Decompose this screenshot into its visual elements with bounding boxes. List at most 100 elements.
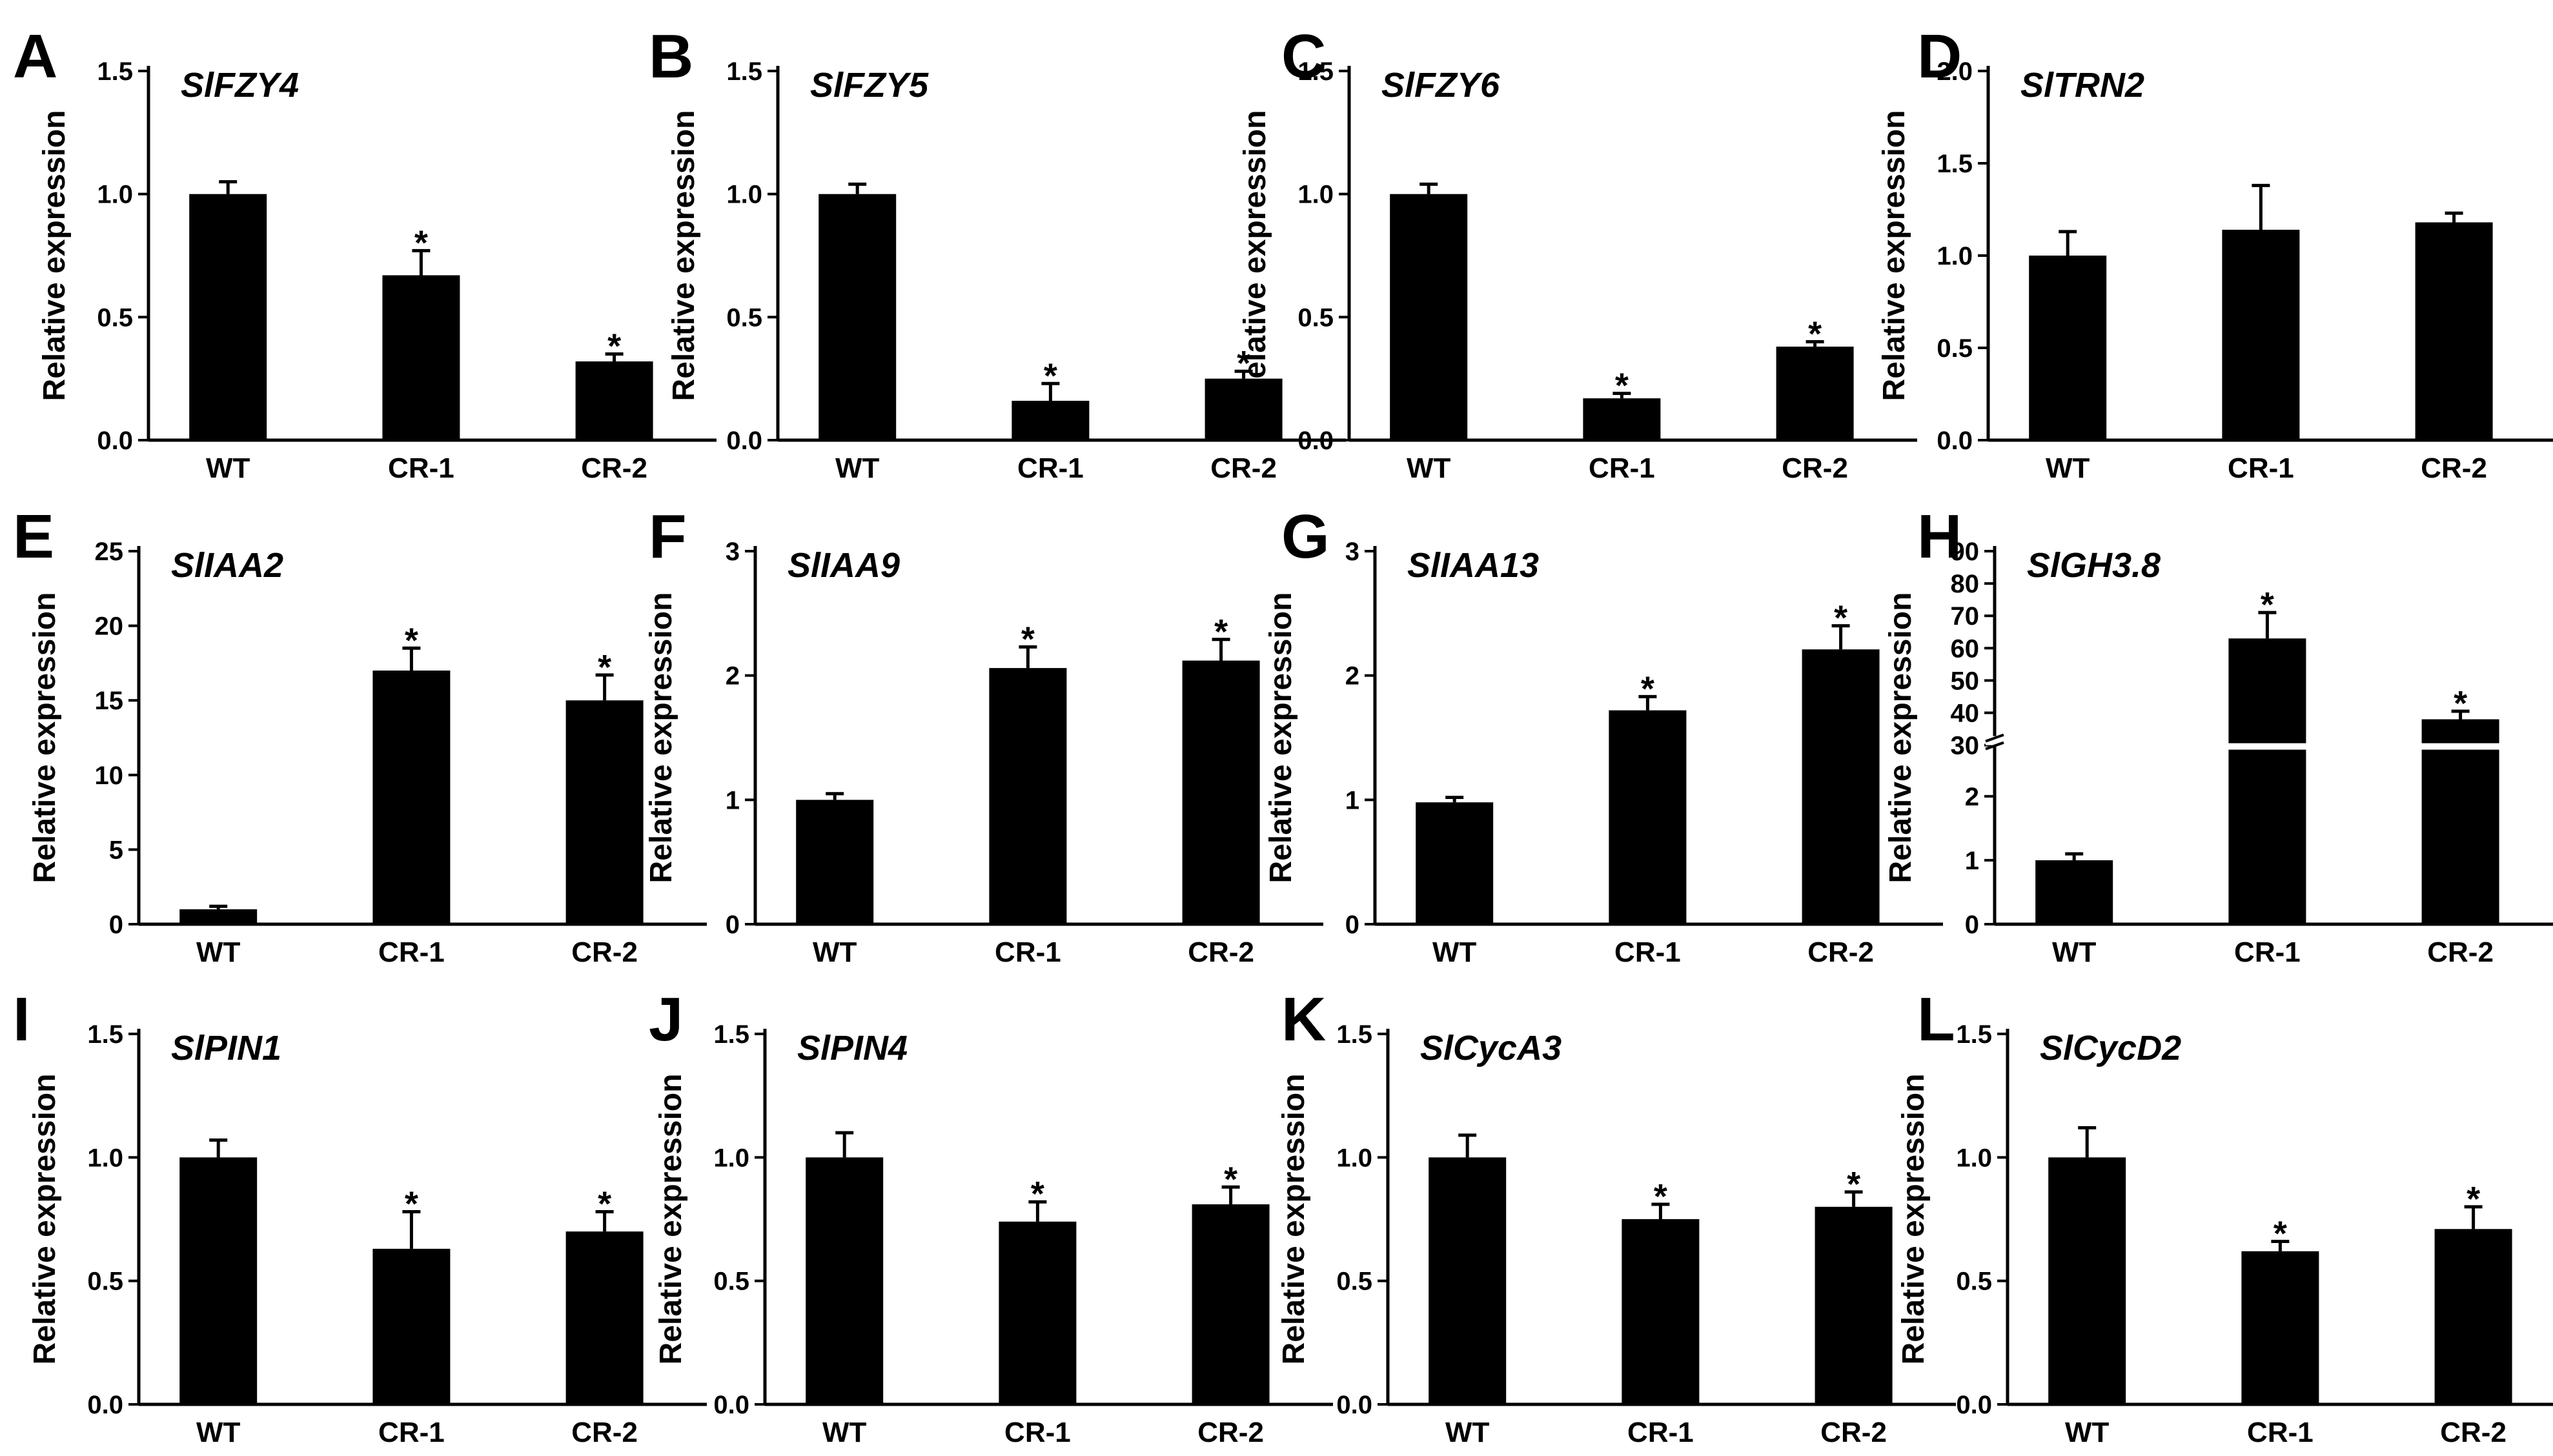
bar-cr-2 [2434, 1229, 2512, 1404]
x-tick-label: CR-1 [2234, 936, 2301, 968]
panel-letter: C [1281, 22, 1326, 91]
gene-title: SlPIN4 [797, 1029, 908, 1067]
panel-letter: E [13, 502, 54, 571]
panel-j: J SlPIN4 Relative expression 0.0 0.5 1.0 1.5 WT… [649, 985, 1333, 1448]
significance-star: * [2454, 684, 2467, 723]
bar-wt [1429, 1157, 1507, 1404]
panel-d: D SlTRN2 Relative expression 0.0 0.5 1.0 1.5 2.… [1877, 22, 2553, 484]
y-tick-label: 0 [109, 911, 123, 939]
y-tick-label: 1 [1345, 786, 1359, 814]
y-tick-label: 25 [95, 538, 124, 566]
bar-cr-2 [2421, 719, 2499, 924]
y-axis-label: Relative expression [28, 592, 62, 884]
significance-star: * [1214, 612, 1228, 651]
y-tick-label: 90 [1951, 538, 1980, 566]
significance-star: * [1834, 599, 1847, 638]
y-tick-label: 1.5 [726, 57, 762, 86]
panel-letter: K [1281, 985, 1326, 1054]
x-tick-label: WT [206, 452, 250, 484]
y-tick-label: 2.0 [1937, 57, 1973, 86]
y-tick-label: 0.5 [97, 303, 133, 332]
bar-cr-1 [2241, 1251, 2319, 1404]
x-tick-label: CR-1 [1017, 452, 1084, 484]
significance-star: * [1847, 1165, 1860, 1204]
significance-star: * [607, 327, 621, 366]
y-tick-label: 1.0 [1937, 242, 1973, 270]
significance-star: * [1615, 367, 1629, 405]
y-axis-label: Relative expression [28, 1074, 62, 1365]
y-tick-label: 0.5 [1937, 334, 1973, 363]
y-tick-label: 1.0 [97, 181, 133, 209]
y-tick-label: 0 [1965, 911, 1979, 939]
x-tick-label: WT [813, 936, 857, 968]
bar-cr-1 [1012, 400, 1090, 440]
bar-cr-2 [2415, 222, 2493, 440]
x-tick-label: CR-1 [378, 936, 445, 968]
bar-cr-2 [1182, 660, 1260, 924]
y-tick-label: 3 [1345, 538, 1359, 566]
bar-wt [806, 1157, 884, 1404]
y-tick-label: 1.5 [97, 57, 133, 86]
y-tick-label: 1.0 [1336, 1144, 1372, 1172]
significance-star: * [1654, 1177, 1667, 1216]
significance-star: * [1808, 314, 1822, 353]
bar-cr-2 [565, 1231, 644, 1404]
x-tick-label: CR-2 [1807, 936, 1874, 968]
y-tick-label: 1.0 [1956, 1144, 1992, 1172]
y-tick-label: 10 [95, 762, 124, 790]
significance-star: * [1641, 669, 1654, 708]
significance-star: * [2467, 1180, 2480, 1218]
y-axis-label: Relative expression [1277, 1074, 1311, 1365]
gene-title: SlPIN1 [171, 1029, 281, 1067]
y-tick-label: 1.0 [87, 1144, 123, 1172]
y-tick-label: 0.0 [1297, 427, 1334, 455]
y-tick-label: 1.0 [726, 181, 762, 209]
significance-star: * [598, 648, 611, 687]
y-axis-label: Relative expression [1264, 592, 1298, 884]
bar-break-line [2420, 743, 2501, 750]
panel-letter: B [649, 22, 693, 91]
y-tick-label: 0.5 [1336, 1268, 1372, 1296]
panel-letter: J [649, 985, 683, 1054]
x-tick-label: CR-1 [388, 452, 454, 484]
bar-cr-1 [1609, 710, 1687, 924]
bar-wt [179, 909, 258, 924]
significance-star: * [414, 223, 428, 262]
bar-wt [189, 194, 267, 440]
y-axis-label: Relative expression [37, 110, 72, 401]
y-tick-label: 0.5 [87, 1268, 123, 1296]
x-tick-label: CR-1 [995, 936, 1061, 968]
x-tick-label: WT [2052, 936, 2097, 968]
x-tick-label: WT [822, 1417, 867, 1448]
x-tick-label: CR-2 [1210, 452, 1277, 484]
y-tick-label: 2 [726, 662, 740, 691]
y-tick-label: 5 [109, 836, 123, 864]
x-tick-label: CR-1 [1627, 1417, 1694, 1448]
x-tick-label: WT [835, 452, 880, 484]
panel-letter: H [1917, 502, 1962, 571]
y-axis-label: Relative expression [667, 110, 701, 401]
y-tick-label: 2 [1965, 783, 1979, 811]
bar-cr-2 [1802, 649, 1880, 924]
significance-star: * [2273, 1214, 2287, 1253]
bar-wt [2035, 860, 2113, 924]
y-tick-label: 1.5 [87, 1020, 123, 1049]
x-tick-label: CR-1 [378, 1417, 445, 1448]
x-tick-label: CR-1 [1589, 452, 1655, 484]
panel-b: B SlFZY5 Relative expression 0.0 0.5 1.0 1.5 WT… [649, 22, 1346, 484]
y-tick-label: 3 [726, 538, 740, 566]
y-tick-label: 70 [1951, 602, 1980, 631]
x-tick-label: CR-2 [2440, 1417, 2507, 1448]
y-tick-label: 0.0 [97, 427, 133, 455]
x-tick-label: CR-1 [1004, 1417, 1071, 1448]
bar-cr-1 [2222, 229, 2300, 440]
panel-g: G SlIAA13 Relative expression 0 1 2 3 WT * CR-1 * C… [1264, 502, 1943, 968]
significance-star: * [1237, 344, 1250, 383]
bar-wt [2029, 256, 2107, 440]
x-tick-label: CR-1 [2247, 1417, 2314, 1448]
x-tick-label: CR-1 [1614, 936, 1681, 968]
x-tick-label: CR-2 [2421, 452, 2487, 484]
y-tick-label: 0.0 [1956, 1391, 1992, 1419]
gene-title: SlTRN2 [2020, 66, 2144, 105]
y-tick-label: 50 [1951, 667, 1980, 695]
